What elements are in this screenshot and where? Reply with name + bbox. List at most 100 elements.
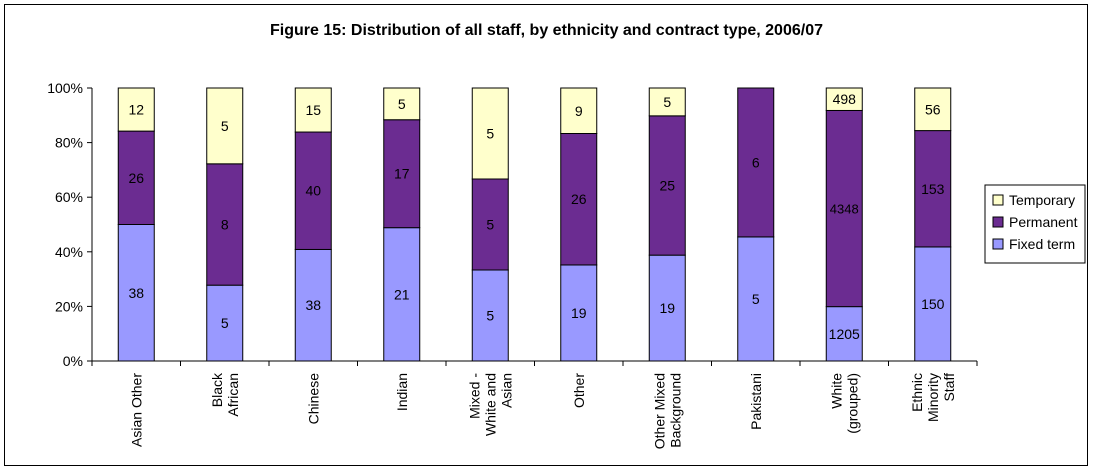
data-label: 5 [486,126,494,142]
legend-swatch [992,216,1004,228]
chart-frame [4,4,1088,466]
legend: Temporary Permanent Fixed term [984,184,1086,264]
data-label: 150 [921,296,945,312]
bar-segment-temporary [206,87,244,165]
category-label-line: Mixed - [466,373,482,419]
bar-segment-fixed-term [294,248,332,362]
category-label-line: Asian [498,373,514,408]
bar-segment-temporary [294,87,332,133]
bar-segment-permanent [294,131,332,250]
category-label-line: Indian [394,373,410,411]
category-label: Other [571,373,587,408]
bar-segment-permanent [471,178,509,271]
category-label-line: White and [482,373,498,436]
bar-segment-temporary [383,87,421,121]
bar-segment-temporary [117,87,155,132]
category-label-line: Other [571,373,587,408]
bar-segment-temporary [560,87,598,134]
category-label: Mixed - White and Asian [466,373,514,436]
data-label: 5 [663,94,671,110]
category-label: Other Mixed Background [651,373,683,449]
data-label: 15 [305,102,321,118]
category-label: White (grouped) [828,373,860,434]
bar-segment-permanent [206,163,244,286]
chart-title: Figure 15: Distribution of all staff, by… [269,22,823,39]
legend-label: Permanent [1009,214,1078,230]
category-label-line: White [828,373,844,409]
category-label-line: (grouped) [844,373,860,434]
category-label: Black African [209,372,241,417]
bar-segment-permanent [117,130,155,226]
y-tick-label: 20% [55,298,83,314]
data-label: 38 [128,285,144,301]
category-label-line: Minority [925,373,941,422]
bar-segment-permanent [383,119,421,229]
bar-segment-fixed-term [560,264,598,362]
category-label-line: Pakistani [748,373,764,430]
data-label: 5 [486,308,494,324]
bar-segment-permanent [737,87,775,238]
data-label: 12 [128,102,144,118]
bar-segment-temporary [914,87,952,132]
y-tick-label: 40% [55,244,83,260]
y-tick-label: 80% [55,135,83,151]
data-label: 17 [394,166,410,182]
category-label-line: Staff [941,373,957,402]
data-label: 19 [571,305,587,321]
category-label: Chinese [305,373,321,425]
y-tick-label: 0% [63,353,83,369]
category-label: Pakistani [748,373,764,430]
bar-segment-fixed-term [383,227,421,362]
bar-segment-permanent [648,115,686,256]
bar-segment-permanent [825,109,863,308]
category-label-line: Black [209,372,225,407]
data-label: 5 [752,291,760,307]
category-label: Asian Other [128,373,144,447]
data-label: 56 [925,101,941,117]
data-label: 5 [221,315,229,331]
y-tick-label: 100% [47,80,83,96]
data-label: 21 [394,286,410,302]
y-axis: 0% 20% 40% 60% 80% 100% [47,80,93,369]
data-label: 1205 [829,326,860,342]
category-label-line: Background [667,373,683,448]
bar-segment-temporary [471,87,509,180]
data-label: 9 [575,103,583,119]
legend-swatch [992,238,1004,250]
category-label-line: Asian Other [128,373,144,447]
bars: 38 26 12 5 8 5 38 40 15 21 17 5 5 5 5 19 26 9 19 25 5 56 1205 4… [117,87,952,362]
data-label: 5 [398,96,406,112]
data-label: 153 [921,181,945,197]
data-label: 38 [305,297,321,313]
data-label: 5 [221,118,229,134]
data-label: 4348 [830,202,859,217]
data-label: 19 [659,300,675,316]
category-label-line: Ethnic [909,373,925,412]
data-label: 8 [221,217,229,233]
y-tick-label: 60% [55,189,83,205]
category-label-line: Other Mixed [651,373,667,449]
category-label: Ethnic Minority Staff [909,373,957,422]
bar-segment-fixed-term [825,306,863,362]
bar-segment-temporary [648,87,686,117]
legend-label: Fixed term [1009,236,1075,252]
bar-segment-fixed-term [206,284,244,362]
bar-segment-fixed-term [737,236,775,362]
bar-segment-temporary [825,87,863,111]
category-label-line: Chinese [305,373,321,425]
data-label: 25 [659,178,675,194]
category-label: Indian [394,373,410,411]
legend-label: Temporary [1009,192,1075,208]
bar-segment-fixed-term [648,254,686,362]
data-label: 26 [128,170,144,186]
data-label: 40 [305,183,321,199]
bar-segment-fixed-term [914,246,952,362]
category-label-line: African [225,373,241,417]
data-label: 498 [833,91,857,107]
data-label: 6 [752,154,760,170]
data-label: 26 [571,191,587,207]
x-axis: Asian Other Black African Chinese Indian Mixe… [91,360,978,449]
bar-segment-permanent [914,130,952,248]
legend-swatch [992,194,1004,206]
